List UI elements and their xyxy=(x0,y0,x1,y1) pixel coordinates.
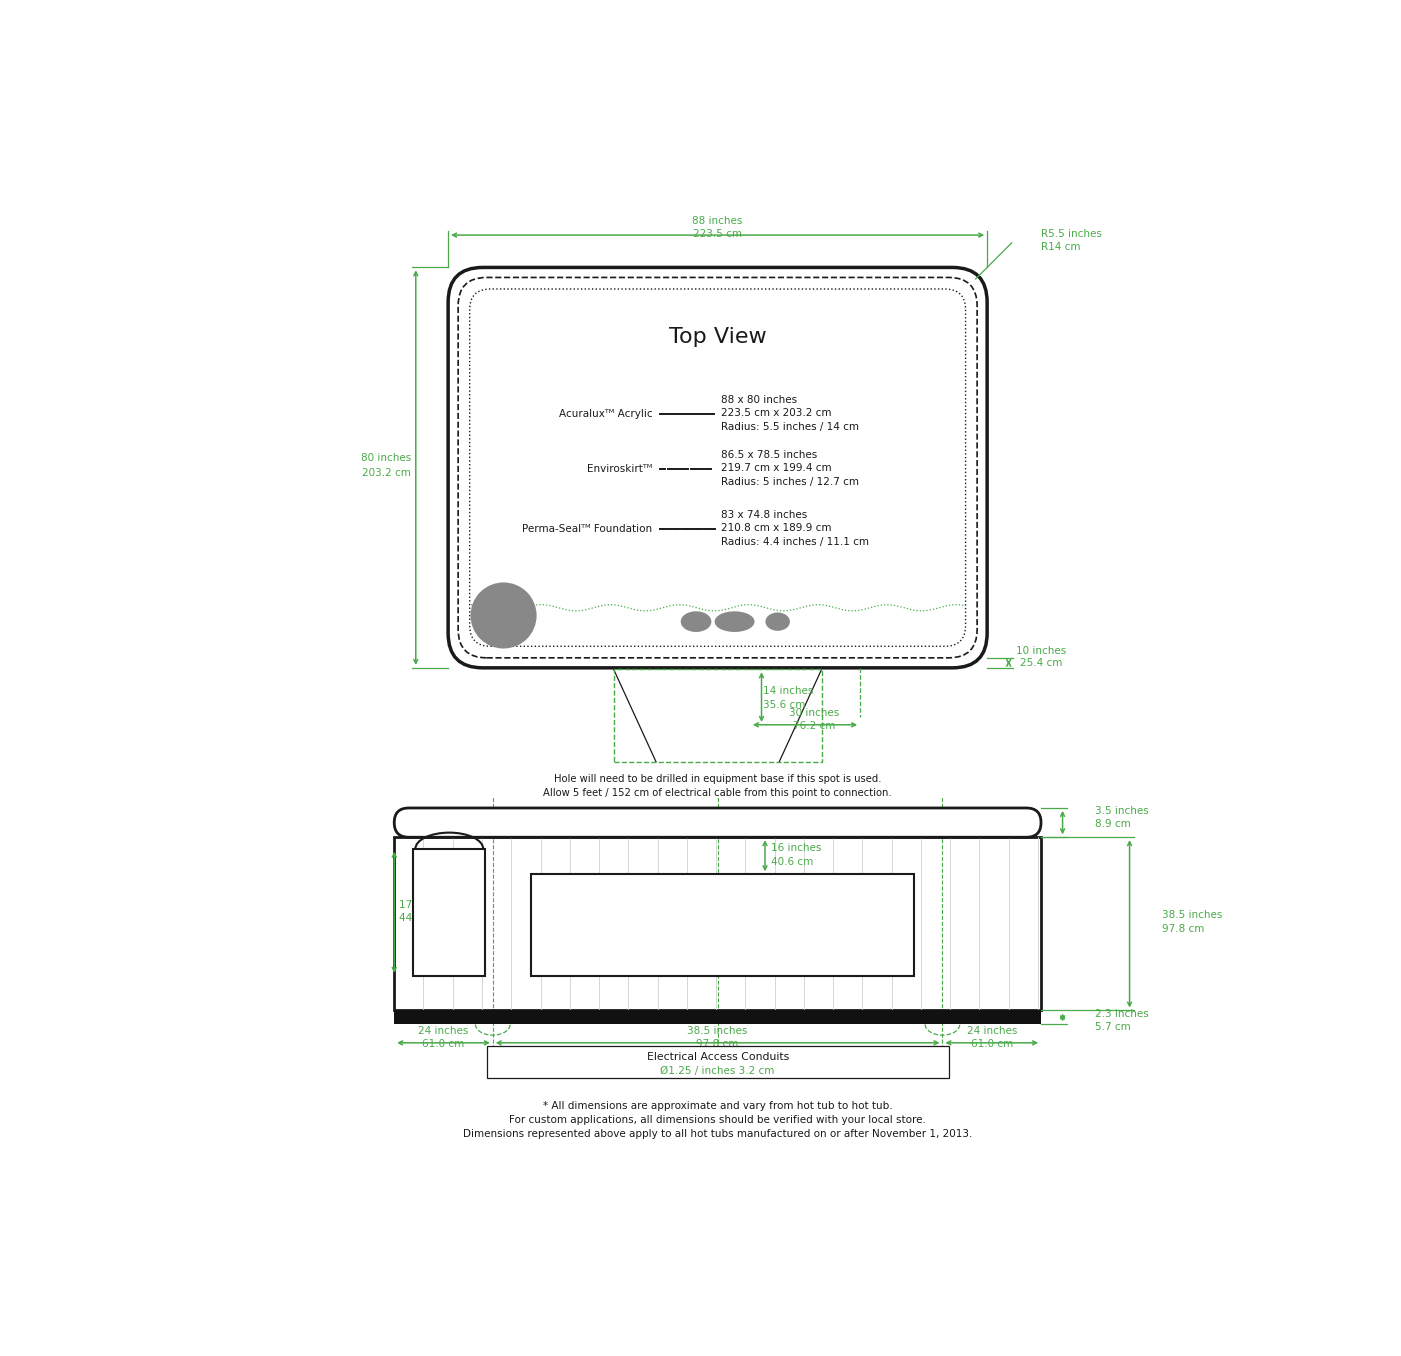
Text: 10 inches: 10 inches xyxy=(1016,645,1066,656)
Text: 30 inches: 30 inches xyxy=(789,708,839,717)
Text: 76.2 cm: 76.2 cm xyxy=(793,720,835,731)
Text: Enviroskirtᵀᴹ: Enviroskirtᵀᴹ xyxy=(587,464,653,475)
Text: Radius: 5 inches / 12.7 cm: Radius: 5 inches / 12.7 cm xyxy=(722,477,859,487)
Text: 86.5 x 78.5 inches: 86.5 x 78.5 inches xyxy=(722,450,818,460)
Text: 210.8 cm x 189.9 cm: 210.8 cm x 189.9 cm xyxy=(722,523,832,533)
Text: Perma-Sealᵀᴹ Foundation: Perma-Sealᵀᴹ Foundation xyxy=(523,525,653,534)
FancyBboxPatch shape xyxy=(448,267,988,669)
Text: 88 x 80 inches: 88 x 80 inches xyxy=(722,395,797,405)
Text: 38.5 inches: 38.5 inches xyxy=(688,1025,748,1036)
Text: Electrical Access Conduits: Electrical Access Conduits xyxy=(646,1052,789,1062)
Text: 61.0 cm: 61.0 cm xyxy=(422,1039,465,1048)
Text: * All dimensions are approximate and vary from hot tub to hot tub.: * All dimensions are approximate and var… xyxy=(542,1101,892,1111)
Text: 223.5 cm x 203.2 cm: 223.5 cm x 203.2 cm xyxy=(722,408,832,418)
Text: 5.7 cm: 5.7 cm xyxy=(1096,1021,1131,1032)
Text: 3.5 inches: 3.5 inches xyxy=(1096,805,1149,816)
Text: 17.4 inches: 17.4 inches xyxy=(399,899,460,910)
Text: Dimensions represented above apply to all hot tubs manufactured on or after Nove: Dimensions represented above apply to al… xyxy=(462,1128,972,1139)
Circle shape xyxy=(471,583,537,648)
Text: R5.5 inches: R5.5 inches xyxy=(1041,229,1103,239)
Text: QSS: QSS xyxy=(437,907,461,917)
Bar xyxy=(394,837,1041,1010)
Text: For custom applications, all dimensions should be verified with your local store: For custom applications, all dimensions … xyxy=(509,1115,926,1125)
Bar xyxy=(394,1010,1041,1024)
Text: 61.0 cm: 61.0 cm xyxy=(971,1039,1013,1048)
Ellipse shape xyxy=(681,612,710,632)
Text: 38.5 inches: 38.5 inches xyxy=(1161,910,1222,919)
Text: 8.9 cm: 8.9 cm xyxy=(1096,819,1131,829)
Text: R14 cm: R14 cm xyxy=(1041,243,1080,252)
Text: Ø1.25 / inches 3.2 cm: Ø1.25 / inches 3.2 cm xyxy=(660,1066,775,1075)
Text: Radius: 5.5 inches / 14 cm: Radius: 5.5 inches / 14 cm xyxy=(722,422,859,431)
Bar xyxy=(614,670,821,762)
Text: Allow 5 feet / 152 cm of electrical cable from this point to connection.: Allow 5 feet / 152 cm of electrical cabl… xyxy=(544,788,892,797)
Text: 83 x 74.8 inches: 83 x 74.8 inches xyxy=(722,510,808,521)
Text: Top View: Top View xyxy=(668,327,766,347)
Text: 80 inches: 80 inches xyxy=(361,453,412,464)
Text: 25.4 cm: 25.4 cm xyxy=(1020,658,1062,669)
Text: 40.6 cm: 40.6 cm xyxy=(771,857,814,866)
Text: INTERFACE PLATE: INTERFACE PLATE xyxy=(664,926,780,940)
Text: 88 inches: 88 inches xyxy=(692,216,743,226)
Text: 223.5 cm: 223.5 cm xyxy=(693,229,743,239)
Text: ENERGY SAVER: ENERGY SAVER xyxy=(672,910,773,922)
Text: 42.6m: 42.6m xyxy=(771,926,804,936)
Text: 97.8 cm: 97.8 cm xyxy=(1161,925,1205,934)
Ellipse shape xyxy=(766,613,789,631)
Text: 97.8 cm: 97.8 cm xyxy=(696,1039,738,1048)
Ellipse shape xyxy=(716,612,754,632)
Text: 44.1 cm: 44.1 cm xyxy=(399,914,441,923)
Bar xyxy=(486,1045,948,1078)
Text: 16.8 inches: 16.8 inches xyxy=(771,913,832,922)
FancyBboxPatch shape xyxy=(394,808,1041,837)
Bar xyxy=(531,875,913,976)
Text: 203.2 cm: 203.2 cm xyxy=(361,468,410,479)
Text: 2.3 inches: 2.3 inches xyxy=(1096,1009,1149,1018)
Bar xyxy=(413,849,485,976)
Text: 219.7 cm x 199.4 cm: 219.7 cm x 199.4 cm xyxy=(722,464,832,473)
Text: Acuraluxᵀᴹ Acrylic: Acuraluxᵀᴹ Acrylic xyxy=(559,408,653,419)
Text: 14 inches: 14 inches xyxy=(764,686,814,696)
Text: Hole will need to be drilled in equipment base if this spot is used.: Hole will need to be drilled in equipmen… xyxy=(553,774,881,784)
Text: 24 inches: 24 inches xyxy=(967,1025,1017,1036)
Text: 35.6 cm: 35.6 cm xyxy=(764,700,806,709)
Text: 16 inches: 16 inches xyxy=(771,843,821,853)
Text: 24 inches: 24 inches xyxy=(419,1025,469,1036)
Text: Radius: 4.4 inches / 11.1 cm: Radius: 4.4 inches / 11.1 cm xyxy=(722,537,870,548)
